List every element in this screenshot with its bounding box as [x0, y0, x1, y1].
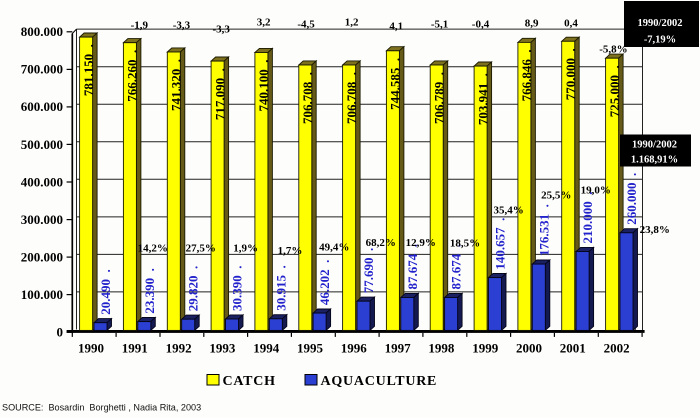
svg-text:706.708 .: 706.708 .: [344, 72, 359, 124]
svg-text:1993: 1993: [209, 341, 236, 356]
svg-text:706.789 .: 706.789 .: [432, 72, 447, 124]
svg-text:1992: 1992: [166, 341, 192, 356]
svg-text:770.000 .: 770.000 .: [563, 48, 578, 100]
svg-text:176.531 .: 176.531 .: [536, 204, 551, 256]
svg-text:87.674 .: 87.674 .: [405, 244, 420, 290]
svg-text:3,2: 3,2: [257, 17, 271, 29]
svg-text:200.000: 200.000: [21, 249, 63, 264]
svg-text:1995: 1995: [297, 341, 324, 356]
svg-text:260.000 .: 260.000 .: [624, 173, 639, 225]
svg-text:1,9%: 1,9%: [233, 243, 258, 255]
svg-text:-3,3: -3,3: [212, 24, 230, 36]
svg-text:2002: 2002: [604, 341, 630, 356]
svg-text:600.000: 600.000: [21, 99, 63, 114]
svg-text:46.202 .: 46.202 .: [317, 260, 332, 306]
svg-text:8,9: 8,9: [525, 18, 539, 30]
svg-text:1990: 1990: [78, 341, 104, 356]
svg-text:1,7%: 1,7%: [278, 245, 303, 257]
svg-text:68,2%: 68,2%: [366, 237, 396, 249]
svg-text:1,2: 1,2: [345, 17, 359, 29]
svg-text:25,5%: 25,5%: [541, 190, 571, 202]
svg-text:0,4: 0,4: [564, 18, 578, 30]
svg-text:706.708 .: 706.708 .: [300, 72, 315, 124]
svg-text:-5,1: -5,1: [431, 19, 448, 31]
svg-text:30.915 .: 30.915 .: [273, 265, 288, 311]
svg-text:23.390 .: 23.390 .: [142, 268, 157, 314]
svg-text:700.000: 700.000: [21, 62, 63, 77]
svg-text:AQUACULTURE: AQUACULTURE: [321, 374, 438, 389]
svg-text:800.000: 800.000: [21, 24, 63, 39]
svg-text:2001: 2001: [560, 341, 586, 356]
svg-text:-7,19%: -7,19%: [644, 35, 676, 46]
svg-text:717.090 .: 717.090 .: [212, 68, 227, 120]
svg-text:400.000: 400.000: [21, 174, 63, 189]
svg-text:744.585 .: 744.585 .: [388, 58, 403, 110]
svg-text:1997: 1997: [385, 341, 412, 356]
svg-text:30.390 .: 30.390 .: [230, 266, 245, 312]
svg-text:741.320 .: 741.320 .: [169, 59, 184, 111]
svg-text:-1,9: -1,9: [131, 20, 149, 32]
svg-text:766.846 .: 766.846 .: [519, 49, 534, 101]
svg-text:725.000 .: 725.000 .: [607, 65, 622, 117]
svg-text:1990/2002: 1990/2002: [632, 140, 677, 151]
svg-text:766.260 .: 766.260 .: [125, 50, 140, 102]
svg-text:29.820 .: 29.820 .: [186, 266, 201, 312]
svg-text:87.674 .: 87.674 .: [449, 244, 464, 290]
svg-text:210.000 .: 210.000 .: [580, 192, 595, 244]
svg-text:100.000: 100.000: [21, 287, 63, 302]
svg-text:781.150 .: 781.150 .: [81, 44, 96, 96]
svg-text:-4,5: -4,5: [297, 19, 315, 31]
svg-text:CATCH: CATCH: [223, 374, 276, 389]
svg-text:1.168,91%: 1.168,91%: [631, 155, 678, 166]
svg-text:1991: 1991: [122, 341, 148, 356]
svg-text:1999: 1999: [472, 341, 499, 356]
svg-text:14,2%: 14,2%: [138, 243, 168, 255]
svg-text:-0,4: -0,4: [472, 19, 490, 31]
svg-text:1990/2002: 1990/2002: [638, 18, 683, 29]
svg-text:SOURCE: Bosardin Borghetti ,: SOURCE: Bosardin Borghetti , Nadia Rita,…: [2, 403, 201, 413]
svg-text:27,5%: 27,5%: [186, 243, 216, 255]
svg-text:740.100 .: 740.100 .: [256, 60, 271, 112]
svg-text:35,4%: 35,4%: [493, 205, 523, 217]
svg-text:-5,8%: -5,8%: [599, 44, 627, 56]
svg-text:140.657 .: 140.657 .: [493, 218, 508, 270]
svg-text:2000: 2000: [516, 341, 542, 356]
svg-text:77.690 .: 77.690 .: [361, 248, 376, 294]
svg-text:19,0%: 19,0%: [581, 185, 611, 197]
svg-text:0: 0: [57, 325, 64, 340]
svg-text:1996: 1996: [341, 341, 368, 356]
svg-text:-3,3: -3,3: [173, 20, 191, 32]
svg-text:4,1: 4,1: [389, 21, 403, 33]
svg-text:18,5%: 18,5%: [450, 238, 480, 250]
svg-text:1998: 1998: [428, 341, 455, 356]
svg-text:49,4%: 49,4%: [319, 242, 349, 254]
svg-text:703.941 .: 703.941 .: [475, 73, 490, 125]
svg-text:300.000: 300.000: [21, 212, 63, 227]
svg-text:500.000: 500.000: [21, 137, 63, 152]
svg-text:20.490 .: 20.490 .: [98, 269, 113, 315]
svg-text:23,8%: 23,8%: [640, 224, 670, 236]
svg-text:12,9%: 12,9%: [406, 237, 436, 249]
svg-text:1994: 1994: [253, 341, 280, 356]
